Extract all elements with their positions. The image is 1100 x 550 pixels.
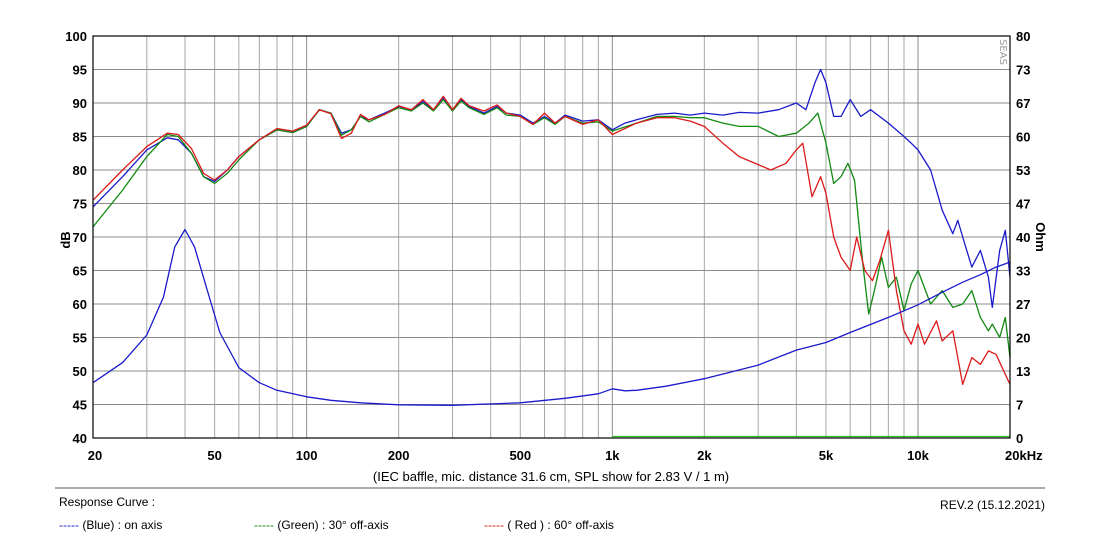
y2-tick-label: 53 (1016, 163, 1030, 178)
series-line-impedance (92, 228, 1011, 406)
y-tick-label: 95 (73, 63, 87, 78)
y-tick-label: 40 (73, 431, 87, 446)
y-tick-label: 75 (73, 197, 87, 212)
y2-tick-label: 67 (1016, 96, 1030, 111)
series-line-off_30 (92, 98, 1011, 358)
x-tick-label: 50 (207, 448, 221, 463)
series-line-on_axis (92, 68, 1011, 309)
y-tick-label: 100 (65, 29, 87, 44)
chart-series (92, 68, 1011, 438)
plot-frame (92, 35, 1011, 439)
measurement-note: (IEC baffle, mic. distance 31.6 cm, SPL … (373, 469, 729, 484)
y2-axis-label: Ohm (1033, 222, 1048, 252)
x-tick-label: 2k (697, 448, 712, 463)
y2-tick-label: 13 (1016, 364, 1030, 379)
x-tick-label: 10k (907, 448, 929, 463)
x-tick-label: 200 (388, 448, 410, 463)
legend-label-on-axis: (Blue) : on axis (79, 518, 162, 532)
x-tick-label: 500 (509, 448, 531, 463)
y-tick-label: 55 (73, 331, 87, 346)
y-tick-label: 85 (73, 130, 87, 145)
legend-item-on-axis: ----- (Blue) : on axis (59, 518, 162, 532)
footer-heading: Response Curve : (59, 495, 155, 509)
legend-dash-red: ----- (484, 518, 504, 532)
legend-label-60-off-axis: ( Red ) : 60° off-axis (504, 518, 614, 532)
x-axis-ticks: 20 50 100 200 500 1k 2k 5k 10k 20kHz (88, 448, 1043, 463)
y2-tick-label: 47 (1016, 197, 1030, 212)
legend-label-30-off-axis: (Green) : 30° off-axis (274, 518, 389, 532)
x-tick-label: 20 (88, 448, 102, 463)
y-axis-ticks: 40 45 50 55 60 65 70 75 80 85 90 95 100 (65, 29, 87, 446)
y2-tick-label: 60 (1016, 130, 1030, 145)
y2-tick-label: 73 (1016, 63, 1030, 78)
y2-tick-label: 40 (1016, 230, 1030, 245)
revision-label: REV.2 (15.12.2021) (940, 498, 1045, 512)
x-tick-label: 20kHz (1005, 448, 1043, 463)
chart-grid (93, 36, 1010, 438)
y2-tick-label: 0 (1016, 431, 1023, 446)
x-tick-label: 100 (296, 448, 318, 463)
legend-item-60-off-axis: ----- ( Red ) : 60° off-axis (484, 518, 614, 532)
legend-dash-blue: ----- (59, 518, 79, 532)
y-tick-label: 65 (73, 264, 87, 279)
seas-watermark: SEAS (997, 39, 1008, 65)
y-tick-label: 80 (73, 163, 87, 178)
y-tick-label: 90 (73, 96, 87, 111)
y-tick-label: 70 (73, 230, 87, 245)
y2-tick-label: 80 (1016, 29, 1030, 44)
y-tick-label: 50 (73, 364, 87, 379)
legend-dash-green: ----- (254, 518, 274, 532)
y2-axis-ticks: 0 7 13 20 27 33 40 47 53 60 67 73 80 (1016, 29, 1030, 446)
x-tick-label: 1k (605, 448, 620, 463)
series-line-off_60 (92, 95, 1011, 386)
y-tick-label: 45 (73, 398, 87, 413)
x-tick-label: 5k (819, 448, 834, 463)
y2-tick-label: 20 (1016, 331, 1030, 346)
y2-tick-label: 33 (1016, 264, 1030, 279)
y-axis-label: dB (58, 231, 73, 248)
y-tick-label: 60 (73, 297, 87, 312)
y2-tick-label: 27 (1016, 297, 1030, 312)
y2-tick-label: 7 (1016, 398, 1023, 413)
legend-item-30-off-axis: ----- (Green) : 30° off-axis (254, 518, 389, 532)
